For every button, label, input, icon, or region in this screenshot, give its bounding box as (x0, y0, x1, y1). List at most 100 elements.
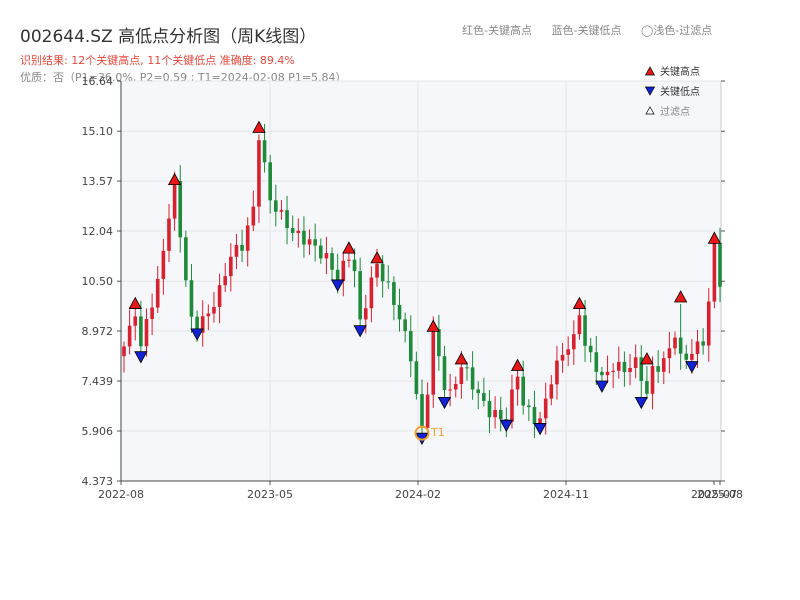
candle-body (234, 244, 239, 257)
candle-body (397, 304, 402, 320)
candle-body (425, 394, 430, 428)
candle-body (172, 181, 177, 219)
candle-body (498, 409, 503, 420)
candle-body (645, 381, 649, 394)
x-tick-label: 2025-07 (691, 488, 737, 501)
key-high-marker (707, 231, 722, 244)
candle-body (268, 162, 272, 201)
y-tick-label: 5.906 (82, 425, 114, 438)
top-legend-filtered: ◯浅色-过滤点 (640, 24, 713, 37)
candle-body (616, 361, 621, 371)
x-tick-label: 2024-11 (543, 488, 589, 501)
y-tick-label: 13.57 (82, 175, 114, 188)
candle-body (363, 308, 368, 320)
key-low-marker (190, 328, 204, 341)
y-tick-label: 4.373 (82, 475, 114, 488)
candle-body (588, 345, 593, 353)
candle-body (437, 329, 441, 357)
candle-body (178, 181, 183, 238)
candle-body (324, 253, 329, 259)
candle-body (577, 315, 582, 335)
candle-body (150, 307, 154, 320)
candle-body (628, 367, 632, 373)
candle-body (133, 316, 138, 326)
candle-body (690, 353, 694, 360)
key-high-marker (252, 120, 266, 133)
candle-body (521, 376, 526, 406)
candle-body (251, 206, 256, 226)
candle-body (487, 400, 492, 418)
candle-body (212, 307, 216, 314)
candle-body (229, 256, 233, 277)
candle-body (167, 218, 171, 251)
candle-body (510, 389, 514, 422)
candle-body (583, 315, 587, 346)
t1-label: T1 (430, 426, 445, 439)
candle-body (695, 341, 700, 354)
candle-body (217, 285, 222, 308)
candle-body (712, 243, 717, 302)
candle-body (161, 250, 166, 279)
candle-body (200, 316, 205, 333)
candle-body (408, 331, 413, 362)
candle-body (318, 245, 323, 259)
candle-body (661, 358, 666, 372)
candle-body (313, 239, 317, 246)
x-tick-label: 2023-05 (247, 488, 293, 501)
candle-body (369, 277, 374, 309)
x-tick-label: 2024-02 (395, 488, 441, 501)
candle-body (184, 237, 188, 281)
candle-body (139, 316, 143, 347)
candle-body (127, 325, 132, 347)
candle-body (459, 367, 464, 385)
candle-body (594, 352, 599, 372)
candle-body (515, 376, 520, 390)
top-legend-high: 红色-关键高点 (462, 24, 532, 37)
x-tick-label: 2025-08 (697, 488, 743, 501)
y-tick-label: 15.10 (82, 125, 114, 138)
candle-body (380, 263, 385, 282)
candle-body (656, 366, 660, 372)
key-low-marker (533, 423, 547, 436)
key-high-marker (370, 251, 384, 264)
key-low-marker (353, 325, 367, 338)
legend-filtered-icon (645, 106, 655, 115)
candle-body (572, 334, 576, 350)
candle-body (684, 353, 689, 360)
candle-body (279, 210, 284, 212)
candle-body (330, 253, 334, 270)
candle-body (347, 259, 351, 261)
candle-body (414, 361, 419, 395)
candle-body (701, 341, 705, 346)
candle-body (650, 366, 655, 394)
candle-body (442, 356, 447, 390)
candle-body (476, 389, 481, 394)
candle-body (285, 210, 289, 229)
y-tick-label: 7.439 (82, 375, 114, 388)
y-tick-label: 10.50 (82, 275, 114, 288)
candle-body (420, 394, 424, 428)
legend-low-icon (644, 86, 656, 96)
candle-body (155, 278, 160, 308)
key-low-marker (330, 279, 345, 292)
legend-low-label: 关键低点 (660, 85, 700, 98)
x-tick-label: 2022-08 (98, 488, 144, 501)
legend-high-label: 关键高点 (660, 65, 700, 78)
candle-body (206, 313, 211, 317)
candle-body (706, 301, 711, 346)
candle-body (566, 349, 570, 355)
candle-body (667, 348, 672, 359)
page-title: 002644.SZ 高低点分析图（周K线图） (20, 27, 317, 47)
key-low-marker (134, 351, 148, 364)
candle-body (403, 319, 407, 332)
candle-body (307, 239, 312, 245)
legend-high-icon (644, 66, 656, 76)
key-high-marker (128, 296, 142, 309)
candle-body (600, 371, 604, 376)
candle-body (560, 354, 565, 361)
candle-body (622, 361, 627, 373)
key-low-marker (499, 419, 514, 433)
y-tick-label: 16.64 (82, 75, 114, 88)
candle-body (122, 346, 126, 357)
